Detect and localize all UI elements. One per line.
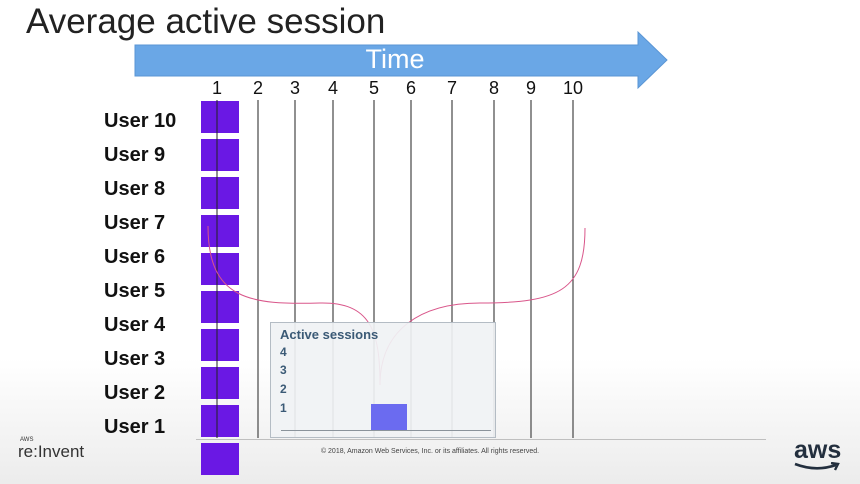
session-block: [201, 139, 239, 171]
user-label: User 4: [104, 314, 166, 336]
footer-rule: [196, 439, 766, 440]
slide-title: Average active session: [26, 2, 386, 41]
time-tick-2: 2: [252, 78, 263, 98]
time-tick-3: 3: [289, 78, 300, 98]
time-tick-5: 5: [368, 78, 379, 98]
time-axis-label: Time: [365, 44, 425, 74]
reinvent-logo: AWS re:Invent: [18, 437, 84, 462]
session-block: [201, 291, 239, 323]
inset-title: Active sessions: [280, 327, 379, 342]
session-block: [201, 367, 239, 399]
aws-logo: aws: [794, 436, 844, 472]
time-tick-1: 1: [211, 78, 222, 98]
inset-y-tick-3: 3: [280, 363, 287, 377]
time-tick-10: 10: [562, 78, 584, 98]
session-block: [201, 177, 239, 209]
user-label: User 1: [104, 416, 166, 438]
inset-y-tick-2: 2: [280, 382, 287, 396]
session-block: [201, 215, 239, 247]
inset-y-tick-1: 1: [280, 401, 287, 415]
user-label: User 5: [104, 280, 166, 302]
aws-logo-text: aws: [794, 436, 842, 464]
user-label: User 7: [104, 212, 166, 234]
reinvent-logo-aws-small: AWS: [20, 437, 34, 443]
time-tick-6: 6: [405, 78, 416, 98]
user-label: User 9: [104, 144, 166, 166]
inset-x-axis: [281, 430, 491, 431]
time-tick-4: 4: [327, 78, 338, 98]
session-block: [201, 405, 239, 437]
inset-y-tick-4: 4: [280, 345, 287, 359]
session-block: [201, 101, 239, 133]
user-label: User 8: [104, 178, 166, 200]
reinvent-logo-text: re:Invent: [18, 442, 85, 461]
aws-smile-icon: [794, 462, 840, 471]
user-label: User 10: [104, 110, 177, 132]
active-sessions-inset-chart: Active sessions 4 3 2 1: [270, 322, 496, 438]
copyright-text: © 2018, Amazon Web Services, Inc. or its…: [320, 448, 540, 455]
time-arrow: [134, 30, 668, 90]
user-label: User 3: [104, 348, 166, 370]
time-tick-7: 7: [446, 78, 457, 98]
user-label: User 2: [104, 382, 166, 404]
time-tick-9: 9: [525, 78, 536, 98]
session-block: [201, 329, 239, 361]
time-tick-8: 8: [488, 78, 499, 98]
inset-bar: [371, 403, 407, 430]
session-block: [201, 443, 239, 475]
session-block: [201, 253, 239, 285]
user-label: User 6: [104, 246, 166, 268]
